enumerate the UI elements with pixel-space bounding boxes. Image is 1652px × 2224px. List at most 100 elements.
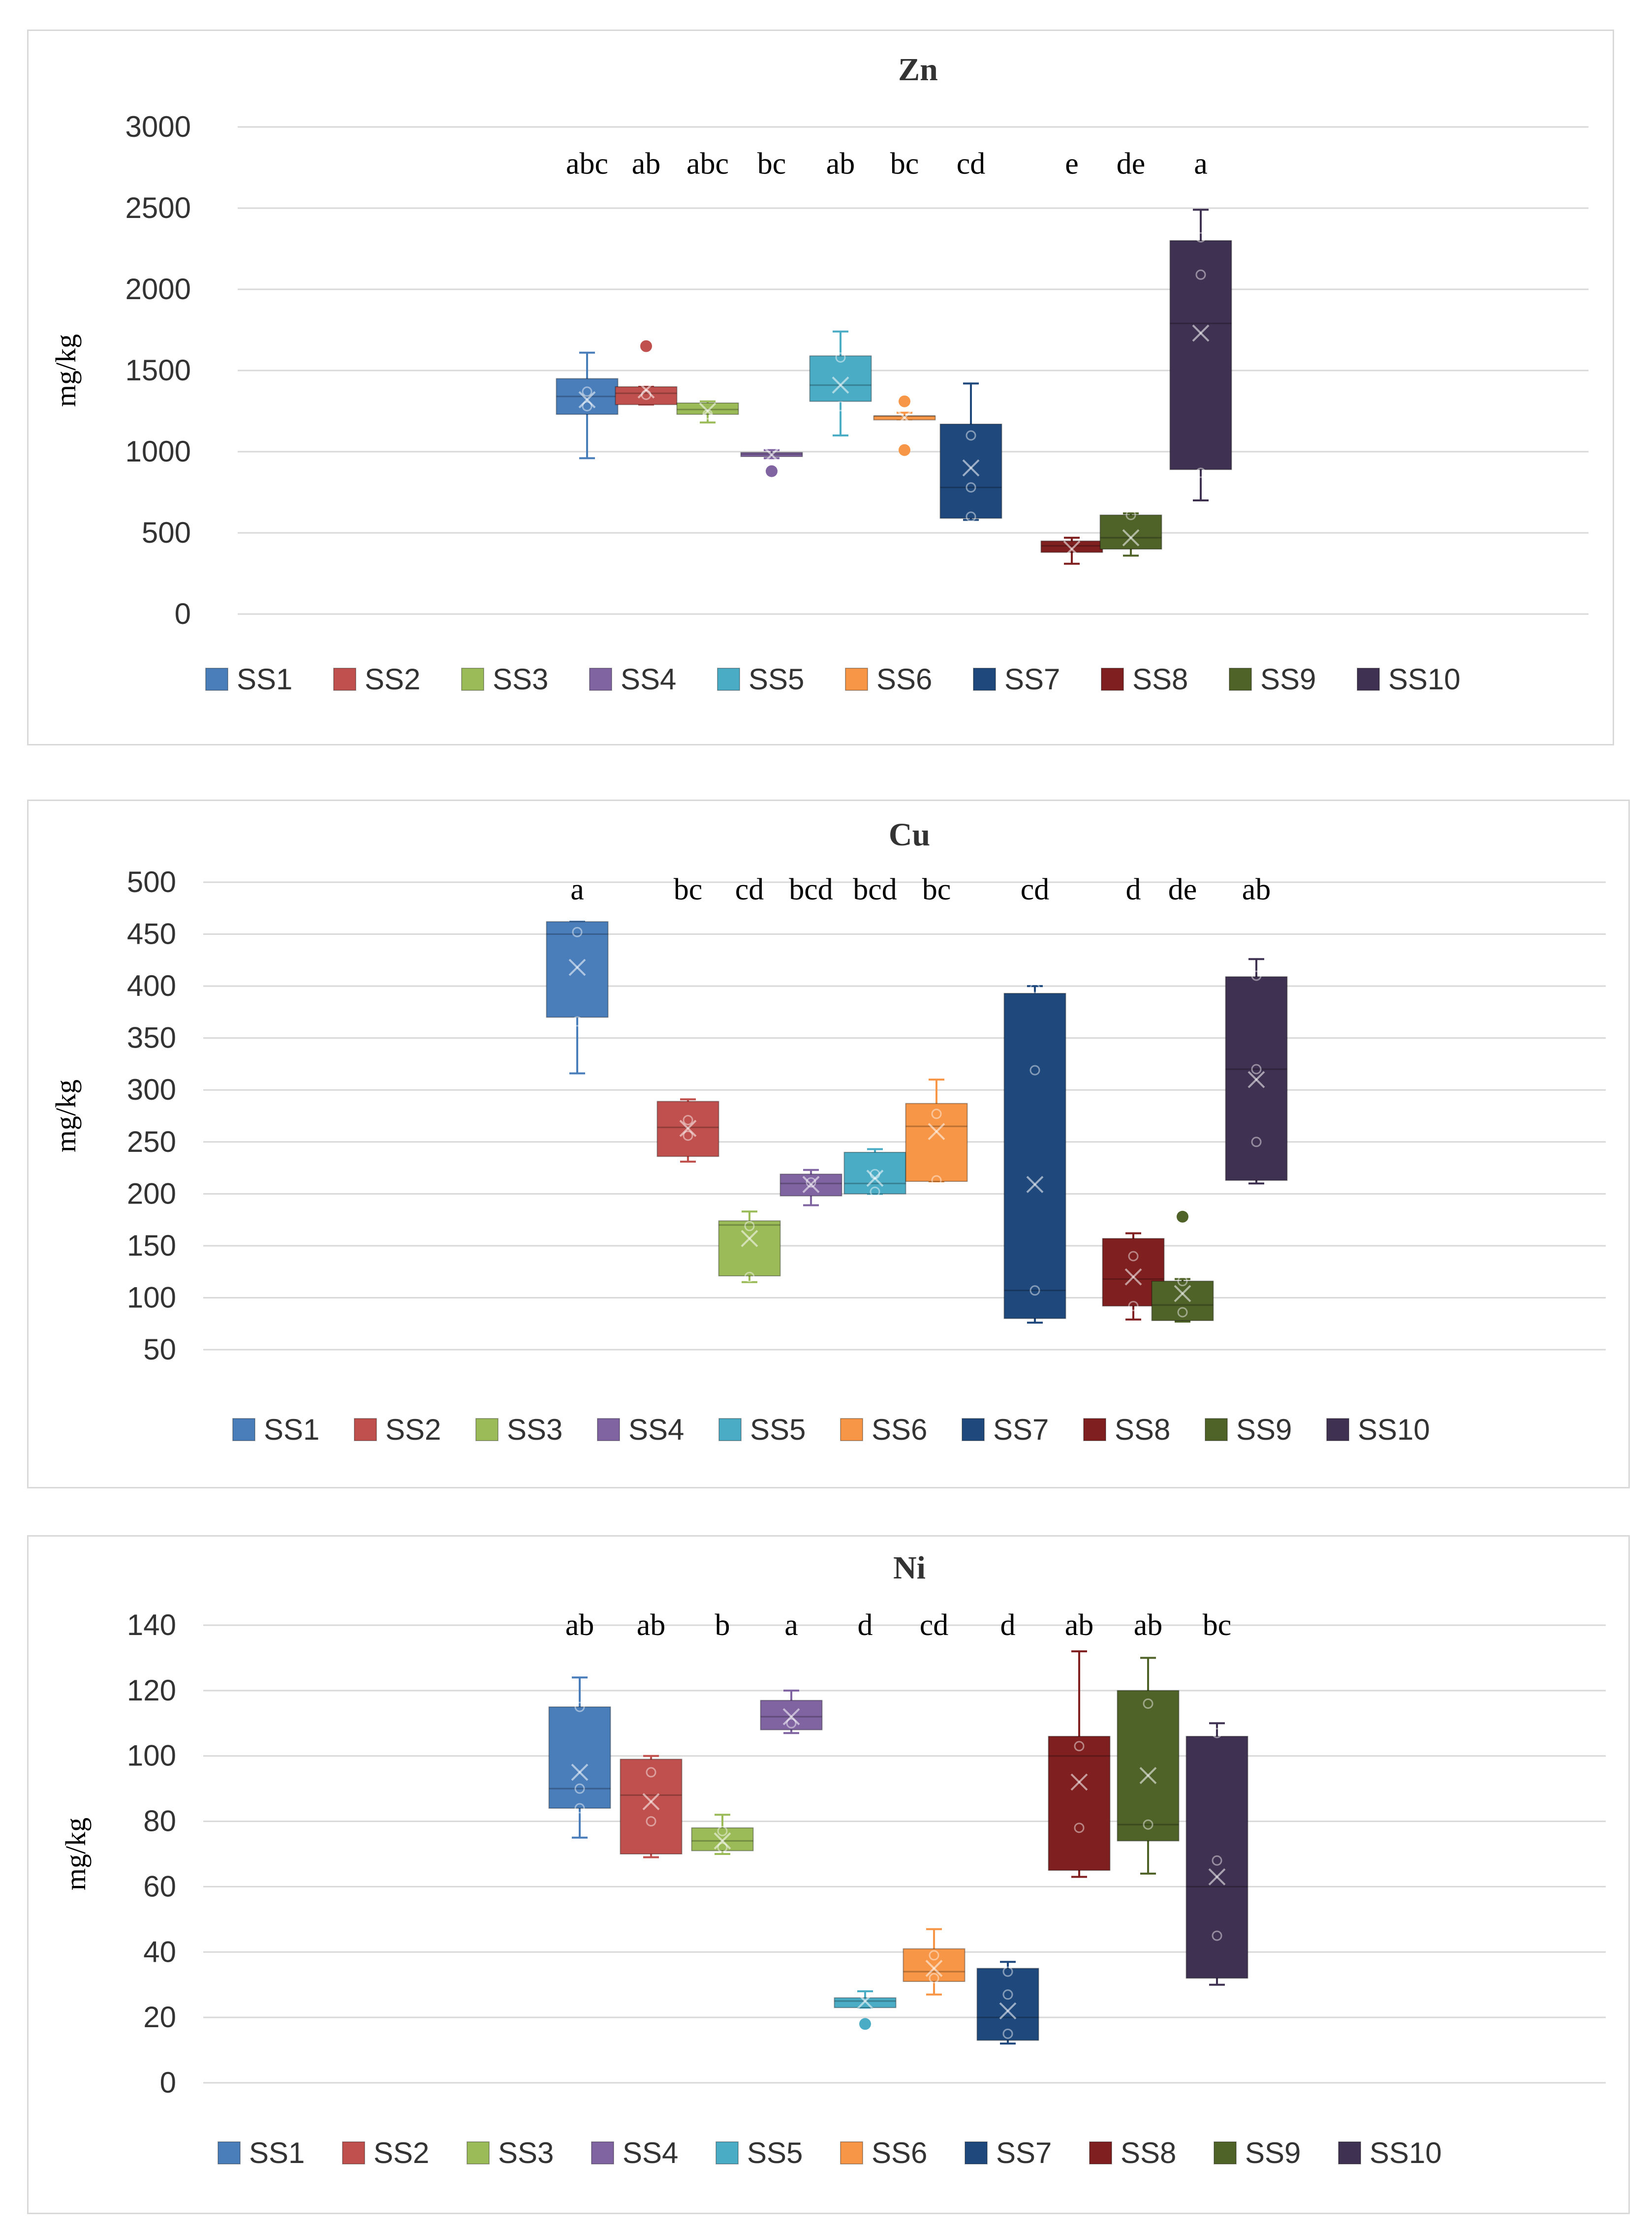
box-ss2 xyxy=(615,340,678,406)
box-ss3 xyxy=(691,1814,754,1855)
significance-label: a xyxy=(1194,147,1208,181)
box-ss7 xyxy=(939,382,1002,522)
legend-label: SS8 xyxy=(1121,2136,1176,2169)
mean-marker xyxy=(925,1960,943,1977)
data-point xyxy=(1143,1819,1153,1830)
significance-label: a xyxy=(784,1608,798,1642)
data-point xyxy=(1212,1855,1222,1866)
box-ss10 xyxy=(1185,1722,1248,1986)
data-point xyxy=(572,927,583,937)
y-tick-label: 1500 xyxy=(125,354,191,387)
legend-label: SS7 xyxy=(996,2136,1052,2169)
mean-marker xyxy=(1139,1767,1157,1784)
legend-swatch xyxy=(333,668,356,691)
y-axis-label: mg/kg xyxy=(50,1080,82,1152)
box-iqr xyxy=(1099,514,1162,550)
y-tick-label: 400 xyxy=(127,969,176,1002)
legend-label: SS6 xyxy=(872,2136,927,2169)
mean-marker xyxy=(637,381,655,399)
legend-label: SS4 xyxy=(628,1413,684,1446)
legend-swatch xyxy=(1205,1418,1228,1441)
y-tick-label: 0 xyxy=(175,597,191,630)
legend-label: SS3 xyxy=(498,2136,554,2169)
y-tick-label: 500 xyxy=(127,865,176,898)
box-ss3 xyxy=(676,400,739,424)
box-ss10 xyxy=(1225,958,1288,1185)
mean-marker xyxy=(1026,1175,1044,1193)
legend-swatch xyxy=(1326,1418,1349,1441)
y-tick-label: 100 xyxy=(127,1739,176,1772)
legend-label: SS4 xyxy=(623,2136,678,2169)
outlier-point xyxy=(766,465,778,477)
legend-swatch xyxy=(597,1418,620,1441)
legend-swatch xyxy=(717,668,740,691)
data-point xyxy=(1029,1065,1040,1076)
chart-title: Zn xyxy=(898,52,938,88)
box-ss10 xyxy=(1169,209,1232,501)
mean-marker xyxy=(896,409,913,427)
box-iqr xyxy=(834,1997,897,2008)
legend-label: SS2 xyxy=(385,1413,441,1446)
box-iqr xyxy=(903,1948,966,1982)
ni-chart-panel: Ni mg/kg 0 20 40 60 80 100 120 140 ab ab b a d cd d ab ab b… xyxy=(27,1535,1630,2214)
y-tick-label: 450 xyxy=(127,918,176,951)
significance-label: abc xyxy=(566,147,608,181)
box-ss4 xyxy=(740,446,803,477)
legend-label: SS1 xyxy=(237,663,292,696)
significance-label: cd xyxy=(1021,873,1050,906)
mean-marker xyxy=(962,459,980,477)
data-point xyxy=(572,1016,583,1027)
box-ss2 xyxy=(656,1098,719,1163)
legend-swatch xyxy=(1229,668,1252,691)
box-ss1 xyxy=(556,351,619,460)
significance-label: ab xyxy=(1134,1608,1163,1642)
box-ss5 xyxy=(843,1148,906,1197)
significance-label: ab xyxy=(826,147,855,181)
y-tick-label: 120 xyxy=(127,1674,176,1707)
data-point xyxy=(1074,1822,1085,1833)
legend-swatch xyxy=(962,1418,985,1441)
legend-label: SS9 xyxy=(1245,2136,1301,2169)
box-iqr xyxy=(546,921,609,1018)
data-point xyxy=(966,511,976,522)
y-tick-label: 140 xyxy=(127,1608,176,1641)
legend-label: SS2 xyxy=(374,2136,429,2169)
legend-label: SS10 xyxy=(1358,1413,1430,1446)
data-point xyxy=(1002,1966,1013,1977)
legend-swatch xyxy=(467,2141,490,2164)
box-ss7 xyxy=(976,1961,1039,2045)
legend-swatch xyxy=(218,2141,241,2164)
data-point xyxy=(717,1826,728,1836)
legend-label: SS1 xyxy=(249,2136,305,2169)
legend-label: SS3 xyxy=(493,663,548,696)
data-point xyxy=(582,401,592,412)
data-point xyxy=(1195,232,1206,243)
legend-swatch xyxy=(716,2141,739,2164)
legend-swatch xyxy=(232,1418,255,1441)
box-iqr xyxy=(1040,540,1103,553)
box-ss5 xyxy=(834,1990,897,2030)
y-tick-label: 40 xyxy=(143,1935,176,1968)
box-ss3 xyxy=(718,1210,781,1283)
box-ss8 xyxy=(1048,1650,1111,1878)
legend-label: SS6 xyxy=(876,663,932,696)
y-tick-label: 500 xyxy=(142,516,191,549)
data-point xyxy=(683,1130,693,1141)
significance-label: ab xyxy=(1065,1608,1094,1642)
mean-marker xyxy=(1122,529,1140,547)
y-tick-label: 100 xyxy=(127,1281,176,1314)
significance-label: bc xyxy=(1203,1608,1232,1642)
data-point xyxy=(835,401,846,412)
mean-marker xyxy=(679,1119,697,1137)
data-point xyxy=(1251,970,1262,981)
mean-marker xyxy=(1070,1773,1088,1791)
mean-marker xyxy=(802,1175,820,1193)
data-point xyxy=(574,1783,585,1794)
y-tick-label: 0 xyxy=(160,2066,176,2099)
mean-marker xyxy=(1124,1268,1142,1286)
data-point xyxy=(966,430,976,441)
box-ss4 xyxy=(760,1689,823,1734)
outlier-point xyxy=(859,2018,871,2030)
data-point xyxy=(931,1109,942,1119)
